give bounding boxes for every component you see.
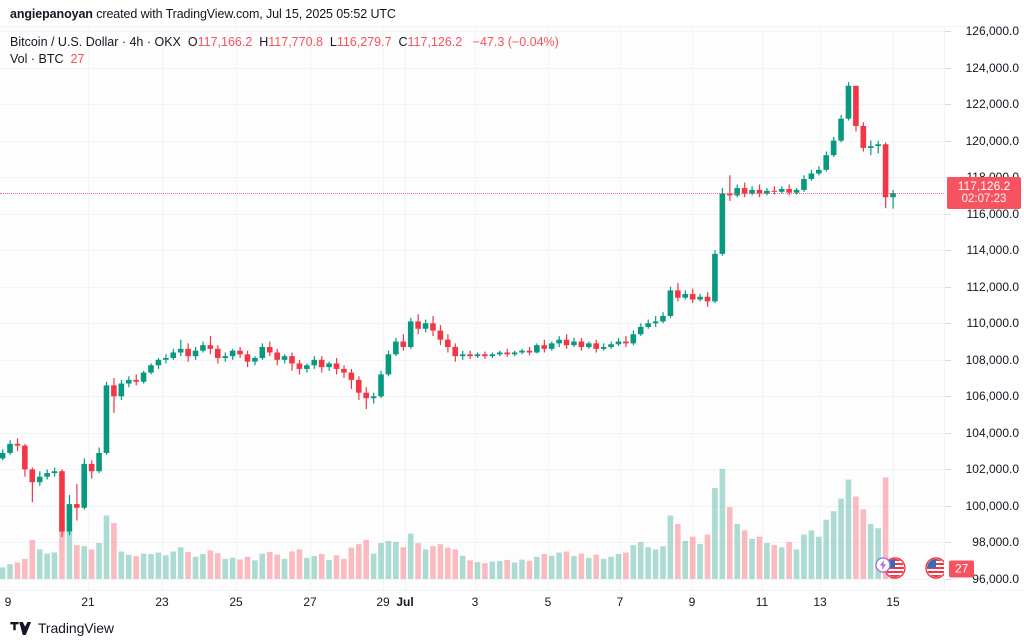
bar-countdown: 02:07:23 [961, 193, 1007, 206]
volume-value-badge[interactable]: 27 [949, 560, 975, 578]
price-tick [945, 141, 951, 142]
price-tick [945, 396, 951, 397]
grid-line-vertical [383, 27, 384, 591]
grid-line-vertical [692, 27, 693, 591]
price-axis-label: 112,000.0 [966, 279, 1020, 294]
price-tick [945, 104, 951, 105]
price-axis-label: 124,000.0 [965, 60, 1019, 75]
time-axis-label: 25 [229, 595, 243, 609]
time-axis-label: Jul [396, 595, 414, 609]
price-axis-label: 100,000.0 [965, 498, 1019, 513]
time-axis-label: 23 [155, 595, 169, 609]
price-axis[interactable]: 126,000.0124,000.0122,000.0120,000.0118,… [944, 24, 1024, 591]
attribution-user: angiepanoyan [10, 7, 93, 21]
price-tick [945, 506, 951, 507]
current-price-tag[interactable]: 117,126.2 02:07:23 [947, 177, 1021, 210]
price-axis-label: 110,000.0 [966, 316, 1020, 331]
grid-line-horizontal [0, 287, 944, 288]
time-axis-label: 9 [688, 595, 696, 609]
current-price-value: 117,126.2 [957, 179, 1011, 194]
time-axis-label: 13 [813, 595, 827, 609]
time-axis-label: 3 [471, 595, 479, 609]
price-axis-label: 122,000.0 [965, 97, 1019, 112]
grid-line-horizontal [0, 469, 944, 470]
plot-area[interactable] [0, 27, 944, 591]
grid-line-horizontal [0, 396, 944, 397]
price-axis-label: 126,000.0 [965, 24, 1019, 38]
grid-line-horizontal [0, 542, 944, 543]
price-tick [945, 542, 951, 543]
price-axis-label: 120,000.0 [965, 133, 1019, 148]
grid-line-horizontal [0, 579, 944, 580]
grid-line-vertical [310, 27, 311, 591]
candlestick-series [0, 82, 896, 579]
grid-line-horizontal [0, 177, 944, 178]
grid-line-vertical [893, 27, 894, 591]
time-axis-label: 9 [4, 595, 12, 609]
price-tick [945, 433, 951, 434]
price-tick [945, 250, 951, 251]
tradingview-logo-icon [10, 621, 32, 635]
price-axis-label: 102,000.0 [965, 462, 1019, 477]
price-axis-label: 116,000.0 [966, 206, 1020, 221]
grid-line-horizontal [0, 68, 944, 69]
footer: TradingView [10, 620, 114, 636]
price-tick [945, 579, 951, 580]
grid-line-vertical [475, 27, 476, 591]
grid-line-horizontal [0, 214, 944, 215]
grid-line-horizontal [0, 323, 944, 324]
grid-line-horizontal [0, 506, 944, 507]
price-tick [945, 31, 951, 32]
grid-line-vertical [405, 27, 406, 591]
time-axis-label: 29 [376, 595, 390, 609]
grid-line-horizontal [0, 141, 944, 142]
price-tick [945, 287, 951, 288]
price-tick [945, 469, 951, 470]
tradingview-brand: TradingView [38, 620, 114, 636]
grid-line-vertical [548, 27, 549, 591]
time-axis-label: 5 [544, 595, 552, 609]
price-axis-label: 114,000.0 [966, 243, 1020, 258]
price-axis-label: 98,000.0 [972, 535, 1019, 550]
grid-line-vertical [820, 27, 821, 591]
grid-line-horizontal [0, 31, 944, 32]
price-axis-label: 106,000.0 [965, 389, 1019, 404]
price-axis-label: 96,000.0 [972, 572, 1019, 586]
price-axis-label: 108,000.0 [965, 352, 1019, 367]
time-axis-label: 21 [81, 595, 95, 609]
grid-line-vertical [236, 27, 237, 591]
price-tick [945, 214, 951, 215]
time-axis-label: 7 [616, 595, 624, 609]
attribution-rest: created with TradingView.com, Jul 15, 20… [92, 7, 396, 21]
time-axis[interactable]: 9 21 23 25 27 29 Jul 3 5 7 9 11 13 15 [0, 590, 1024, 617]
grid-line-horizontal [0, 250, 944, 251]
price-tick [945, 68, 951, 69]
us-flag-event-icon[interactable] [925, 557, 944, 579]
current-price-line [0, 193, 944, 195]
grid-line-vertical [762, 27, 763, 591]
price-axis-label: 104,000.0 [965, 425, 1019, 440]
economic-event-bolt-icon[interactable] [875, 557, 897, 579]
time-axis-label: 11 [755, 595, 769, 609]
grid-line-vertical [162, 27, 163, 591]
chart-frame: Bitcoin / U.S. Dollar · 4h · OKX O117,16… [0, 24, 1024, 591]
price-tick [945, 360, 951, 361]
grid-line-horizontal [0, 433, 944, 434]
attribution-text: angiepanoyan created with TradingView.co… [10, 7, 396, 21]
grid-line-vertical [88, 27, 89, 591]
time-axis-label: 27 [303, 595, 317, 609]
grid-line-horizontal [0, 104, 944, 105]
grid-line-horizontal [0, 360, 944, 361]
price-tick [945, 323, 951, 324]
grid-line-vertical [620, 27, 621, 591]
time-axis-label: 15 [886, 595, 900, 609]
